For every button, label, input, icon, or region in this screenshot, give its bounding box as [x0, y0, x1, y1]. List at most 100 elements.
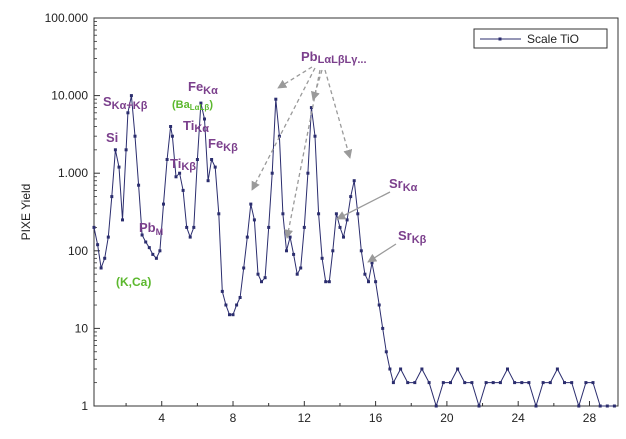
data-point — [260, 280, 263, 284]
data-point — [121, 218, 124, 222]
x-tick-label-4: 4 — [158, 411, 165, 425]
annotation-ti: TiKα — [183, 118, 209, 135]
data-point — [470, 381, 474, 385]
legend: Scale TiO — [473, 28, 608, 49]
data-point — [577, 404, 581, 408]
data-point — [520, 381, 524, 385]
y-tick-label-10: 10 — [75, 321, 89, 335]
data-point — [555, 367, 559, 371]
data-point — [144, 240, 148, 244]
data-point — [169, 125, 173, 128]
data-point — [513, 381, 517, 385]
data-point — [285, 249, 288, 253]
data-point — [220, 289, 224, 293]
data-point — [591, 381, 595, 385]
data-point — [151, 252, 155, 256]
data-point — [498, 381, 502, 385]
data-point — [126, 111, 130, 115]
data-point — [235, 303, 239, 307]
data-point — [178, 171, 182, 175]
data-point — [506, 367, 509, 371]
x-tick-label-8: 8 — [230, 411, 237, 425]
data-point — [302, 225, 306, 229]
data-point — [434, 404, 438, 408]
data-point — [541, 381, 545, 385]
annotation-pb: PbLαLβLγ... — [301, 49, 367, 66]
data-point — [274, 97, 278, 101]
data-point — [317, 212, 321, 216]
data-point — [441, 381, 445, 385]
data-point — [295, 272, 299, 276]
data-point — [281, 212, 285, 216]
data-point — [477, 404, 481, 408]
data-point — [427, 381, 431, 385]
data-point — [534, 404, 538, 408]
data-point — [137, 183, 141, 187]
data-point — [548, 381, 552, 385]
legend-marker — [498, 37, 502, 41]
data-point — [598, 404, 602, 408]
data-point — [352, 179, 356, 183]
annotation-ba: (BaLαLβ) — [172, 99, 213, 112]
y-tick-label-10000: 10.000 — [51, 89, 88, 103]
series-scale-tio — [92, 94, 616, 408]
pb-arrows — [251, 66, 397, 263]
data-point — [399, 367, 403, 371]
data-point — [388, 367, 392, 371]
data-point — [420, 367, 424, 371]
pb-arrow-1 — [277, 66, 313, 89]
data-point — [245, 235, 249, 239]
x-tick-label-28: 28 — [583, 411, 597, 425]
data-point — [158, 249, 162, 253]
data-point — [570, 381, 574, 385]
series-line — [93, 95, 615, 408]
data-point — [491, 381, 495, 385]
data-point — [238, 296, 242, 299]
data-point — [170, 134, 174, 138]
data-point — [165, 158, 169, 161]
data-point — [206, 179, 210, 183]
data-point — [384, 350, 388, 354]
y-tick-label-1000: 1.000 — [58, 166, 88, 180]
x-tick-label-16: 16 — [369, 411, 383, 425]
data-point — [96, 243, 100, 247]
data-point — [292, 252, 296, 256]
data-point — [527, 381, 531, 385]
data-point — [228, 313, 231, 317]
data-point — [133, 134, 137, 138]
plot-frame — [93, 17, 619, 407]
data-point — [381, 326, 385, 330]
data-point — [327, 280, 331, 284]
y-tick-label-1: 1 — [81, 399, 88, 413]
data-point — [377, 303, 381, 307]
data-point — [103, 256, 107, 260]
annotation-srb: SrKβ — [398, 228, 427, 246]
data-point — [367, 280, 370, 284]
data-point — [263, 276, 267, 280]
data-point — [199, 101, 203, 105]
data-point — [313, 134, 317, 138]
pb-arrow-5 — [324, 69, 353, 159]
data-point — [224, 303, 228, 307]
data-point — [99, 266, 103, 270]
annotation-kca: (K,Ca) — [116, 275, 151, 289]
sr-kb-arrow — [367, 243, 397, 263]
data-point — [391, 381, 395, 385]
annotation-tib: TiKβ — [170, 156, 196, 173]
data-point — [277, 134, 281, 138]
legend-box — [473, 28, 608, 49]
data-point — [124, 148, 128, 152]
data-point — [334, 212, 338, 216]
data-point — [463, 381, 467, 385]
data-point — [331, 249, 335, 253]
data-point — [270, 171, 274, 175]
x-tick-label-24: 24 — [512, 411, 526, 425]
data-point — [484, 381, 488, 385]
data-point — [129, 94, 133, 98]
data-point — [584, 381, 588, 385]
data-point — [306, 171, 310, 175]
data-point — [185, 225, 189, 229]
annotation-sr: SrKα — [389, 176, 418, 194]
data-point — [106, 235, 110, 239]
